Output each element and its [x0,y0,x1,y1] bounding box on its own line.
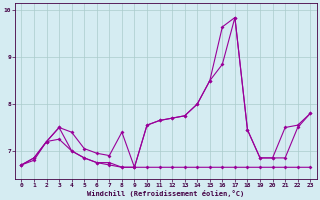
X-axis label: Windchill (Refroidissement éolien,°C): Windchill (Refroidissement éolien,°C) [87,190,244,197]
